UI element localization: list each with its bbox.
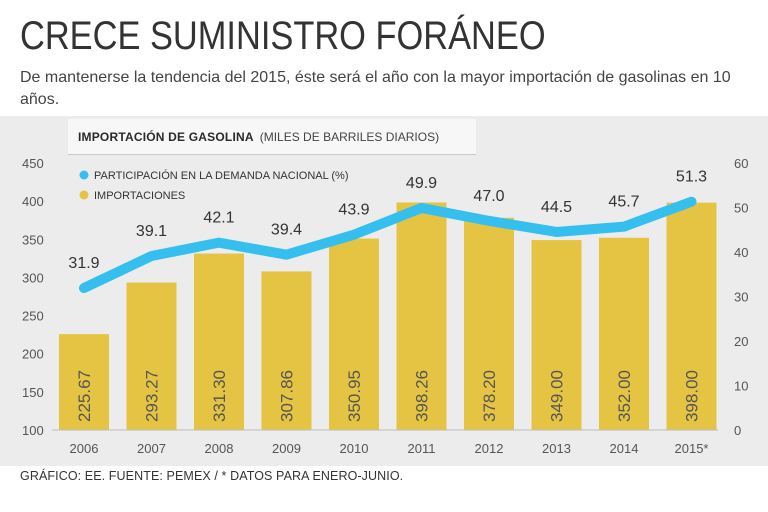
- page-title: CRECE SUMINISTRO FORÁNEO: [20, 14, 546, 58]
- bar-value-label: 378.20: [480, 370, 499, 422]
- bar: [194, 253, 244, 430]
- line-point: [82, 286, 86, 291]
- chart-title: IMPORTACIÓN DE GASOLINA: [78, 129, 254, 144]
- point-value-label: 47.0: [473, 188, 504, 205]
- x-tick-label: 2009: [272, 441, 301, 456]
- left-tick-label: 100: [22, 423, 44, 438]
- point-value-label: 44.5: [541, 199, 572, 216]
- source-note: GRÁFICO: EE. FUENTE: PEMEX / * DATOS PAR…: [20, 469, 404, 483]
- bar: [126, 282, 177, 430]
- chart-bars: [59, 202, 717, 430]
- bar-value-label: 398.00: [683, 370, 702, 422]
- line-point: [487, 218, 491, 223]
- chart-axes: 100 150 200 250 300 350 400 450 0 10 20 30 40 50 60 200…: [22, 156, 748, 456]
- page-subtitle: De mantenerse la tendencia del 2015, ést…: [20, 69, 731, 108]
- x-tick-label: 2008: [205, 441, 234, 456]
- bar: [531, 240, 582, 430]
- left-tick-label: 350: [22, 232, 44, 247]
- line-point: [419, 205, 424, 210]
- bar: [666, 202, 717, 430]
- right-tick-label: 10: [734, 379, 748, 394]
- x-tick-label: 2014: [610, 441, 639, 456]
- line-point: [352, 232, 356, 237]
- point-value-label: 45.7: [608, 194, 639, 211]
- point-value-label: 49.9: [406, 175, 437, 192]
- right-tick-label: 50: [734, 201, 748, 216]
- x-tick-label: 2013: [542, 441, 571, 456]
- bar: [261, 271, 312, 430]
- right-tick-label: 40: [734, 245, 748, 260]
- right-tick-label: 30: [734, 290, 748, 305]
- x-tick-label: 2012: [475, 441, 504, 456]
- legend-swatch: [79, 170, 89, 180]
- chart-legend: PARTICIPACIÓN EN LA DEMANDA NACIONAL (%)…: [79, 169, 348, 202]
- left-tick-label: 450: [22, 156, 44, 171]
- bar: [599, 237, 649, 430]
- chart-units: (MILES DE BARRILES DIARIOS): [259, 129, 440, 144]
- bar-value-label: 352.00: [615, 370, 634, 422]
- bar-value-label: 331.30: [210, 370, 229, 422]
- x-tick-label: 2011: [408, 441, 436, 456]
- line-series: [79, 196, 697, 294]
- bar-value-label: 349.00: [548, 370, 567, 422]
- point-value-label: 31.9: [68, 255, 99, 272]
- x-tick-label: 2015*: [675, 441, 709, 456]
- point-value-label: 43.9: [338, 202, 369, 219]
- line-point: [554, 229, 559, 234]
- legend-swatch: [79, 190, 89, 200]
- x-tick-label: 2006: [70, 441, 99, 456]
- bar-value-label: 225.67: [75, 370, 94, 422]
- bar-value-label: 293.27: [143, 370, 162, 422]
- bar: [329, 238, 379, 430]
- point-value-label: 51.3: [676, 169, 707, 186]
- left-tick-label: 400: [22, 194, 44, 209]
- right-tick-label: 20: [734, 334, 748, 349]
- bar: [464, 217, 514, 430]
- bar: [59, 334, 109, 430]
- line-point: [149, 254, 154, 259]
- right-tick-label: 0: [734, 423, 741, 438]
- chart-line-layer: [79, 196, 697, 294]
- bar-value-label: 307.86: [278, 370, 297, 422]
- chart-title-box: IMPORTACIÓN DE GASOLINA (MILES DE BARRIL…: [68, 119, 476, 155]
- left-tick-label: 300: [22, 270, 44, 285]
- line-point: [689, 199, 694, 204]
- point-value-label: 39.1: [136, 223, 167, 240]
- chart-point-labels: 31.9 39.1 42.1 39.4 43.9 49.9 47.0 44.5 45.7 51.3: [68, 169, 707, 272]
- point-value-label: 42.1: [203, 210, 234, 227]
- legend-label: IMPORTACIONES: [94, 190, 185, 202]
- right-tick-label: 60: [734, 156, 748, 171]
- left-tick-label: 150: [22, 385, 44, 400]
- left-tick-label: 250: [22, 309, 44, 324]
- legend-label: PARTICIPACIÓN EN LA DEMANDA NACIONAL (%): [94, 169, 348, 182]
- bar-value-label: 398.26: [413, 370, 432, 422]
- chart-bar-labels: 225.67 293.27 331.30 307.86 350.95 398.26 378.…: [75, 370, 702, 422]
- line-point: [622, 224, 626, 229]
- line-point: [284, 252, 289, 257]
- left-tick-label: 200: [22, 347, 44, 362]
- bar: [396, 202, 447, 430]
- x-tick-label: 2007: [137, 441, 166, 456]
- line-point: [217, 240, 221, 245]
- x-tick-label: 2010: [340, 441, 369, 456]
- bar-value-label: 350.95: [345, 370, 364, 422]
- point-value-label: 39.4: [271, 222, 302, 239]
